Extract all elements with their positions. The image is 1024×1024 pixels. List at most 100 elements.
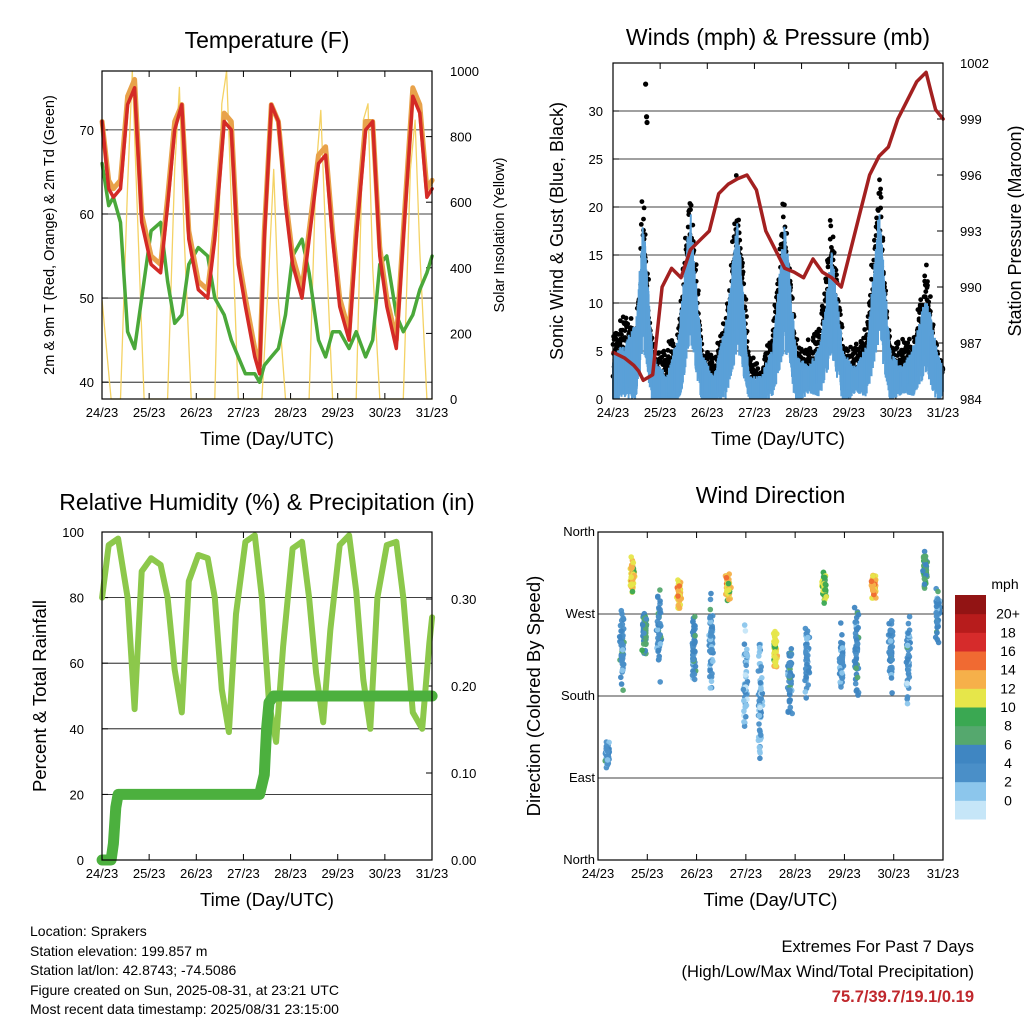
y-tick-label: West	[566, 606, 596, 621]
direction-point	[639, 622, 646, 628]
gust-point	[639, 199, 645, 205]
extremes-subtitle: (High/Low/Max Wind/Total Precipitation)	[681, 963, 974, 981]
gust-point	[817, 328, 823, 334]
colorbar-label: 6	[1004, 736, 1012, 752]
direction-point	[921, 576, 928, 582]
gust-point	[688, 202, 694, 208]
direction-point	[690, 618, 696, 625]
colorbar-label: 18	[1000, 624, 1016, 640]
colorbar-label: 16	[1000, 643, 1016, 659]
gust-point	[709, 360, 715, 365]
gust-point	[877, 190, 883, 196]
direction-point	[852, 680, 859, 687]
direction-point	[756, 721, 762, 727]
direction-point	[853, 688, 860, 694]
y-right-tick-label: 1000	[450, 64, 479, 79]
direction-point	[603, 745, 609, 752]
direction-point	[725, 580, 732, 587]
direction-point	[934, 620, 940, 626]
x-tick-label: 29/23	[321, 405, 354, 420]
x-tick-label: 26/23	[691, 405, 724, 420]
direction-point	[655, 593, 661, 600]
direction-point	[707, 685, 714, 691]
direction-point	[629, 588, 636, 595]
x-tick-label: 27/23	[227, 866, 260, 881]
direction-point	[707, 606, 714, 613]
station-info: Location: Sprakers Station elevation: 19…	[30, 922, 339, 1020]
gust-point	[750, 355, 756, 361]
latlon-text: Station lat/lon: 42.8743; -74.5086	[30, 962, 237, 979]
direction-point	[675, 602, 682, 609]
direction-point	[786, 673, 793, 679]
direction-point	[708, 628, 715, 635]
gust-point	[623, 315, 629, 321]
direction-point	[905, 656, 911, 663]
direction-point	[888, 645, 894, 651]
direction-point	[870, 573, 876, 579]
x-tick-label: 26/23	[180, 405, 213, 420]
direction-point	[656, 605, 662, 611]
extremes-box: Extremes For Past 7 Days (High/Low/Max W…	[681, 935, 974, 1010]
gust-point	[744, 314, 749, 319]
gust-point	[641, 216, 646, 222]
gust-point	[780, 214, 786, 220]
gust-point	[782, 202, 787, 208]
temp-2m-line	[100, 86, 434, 376]
y-tick-label: 60	[80, 207, 94, 222]
gust-point	[628, 316, 634, 321]
direction-point	[657, 679, 663, 685]
elevation-text: Station elevation: 199.857 m	[30, 942, 208, 959]
direction-point	[618, 681, 625, 687]
direction-point	[871, 591, 877, 598]
colorbar-swatch	[955, 744, 986, 764]
direction-point	[906, 674, 913, 680]
y-right-tick-label: 0.20	[451, 679, 476, 694]
direction-point	[692, 633, 698, 639]
direction-point	[743, 651, 749, 657]
direction-point	[805, 682, 811, 688]
gust-point	[895, 341, 901, 347]
x-tick-label: 28/23	[785, 405, 818, 420]
direction-point	[772, 628, 778, 635]
direction-point	[743, 662, 749, 669]
colorbar-swatch	[955, 707, 986, 727]
direction-point	[740, 686, 747, 693]
gust-point	[827, 218, 833, 223]
gust-point	[733, 173, 739, 178]
direction-point	[657, 620, 663, 627]
y-tick-label: 70	[80, 123, 94, 138]
y-right-tick-label: 993	[960, 224, 982, 239]
direction-point	[691, 676, 698, 683]
direction-point	[851, 604, 858, 611]
direction-points	[602, 548, 943, 771]
gust-point	[806, 353, 812, 358]
y-right-tick-label: 800	[450, 130, 472, 145]
y-axis-label: Percent & Total Rainfall	[29, 600, 50, 792]
direction-point	[771, 633, 778, 640]
y-tick-label: 15	[589, 248, 603, 263]
direction-point	[786, 697, 793, 704]
gust-point	[641, 205, 647, 211]
direction-point	[707, 596, 714, 603]
direction-point	[757, 704, 763, 711]
direction-point	[887, 665, 893, 672]
direction-point	[691, 640, 697, 647]
direction-point	[802, 625, 809, 632]
direction-point	[756, 712, 763, 719]
colorbar-swatch	[955, 632, 986, 652]
direction-point	[707, 619, 714, 625]
y-right-tick-label: 990	[960, 280, 982, 295]
direction-point	[921, 548, 928, 555]
direction-point	[757, 755, 763, 762]
pressure-line	[611, 70, 945, 383]
x-tick-label: 31/23	[927, 866, 960, 881]
direction-point	[758, 686, 764, 693]
x-tick-label: 26/23	[680, 866, 713, 881]
plot-border	[101, 70, 433, 400]
direction-point	[788, 661, 794, 668]
gust-point	[805, 337, 811, 343]
direction-point	[822, 581, 829, 588]
colorbar-label: 0	[1004, 792, 1012, 808]
y-tick-label: 0	[596, 392, 603, 407]
